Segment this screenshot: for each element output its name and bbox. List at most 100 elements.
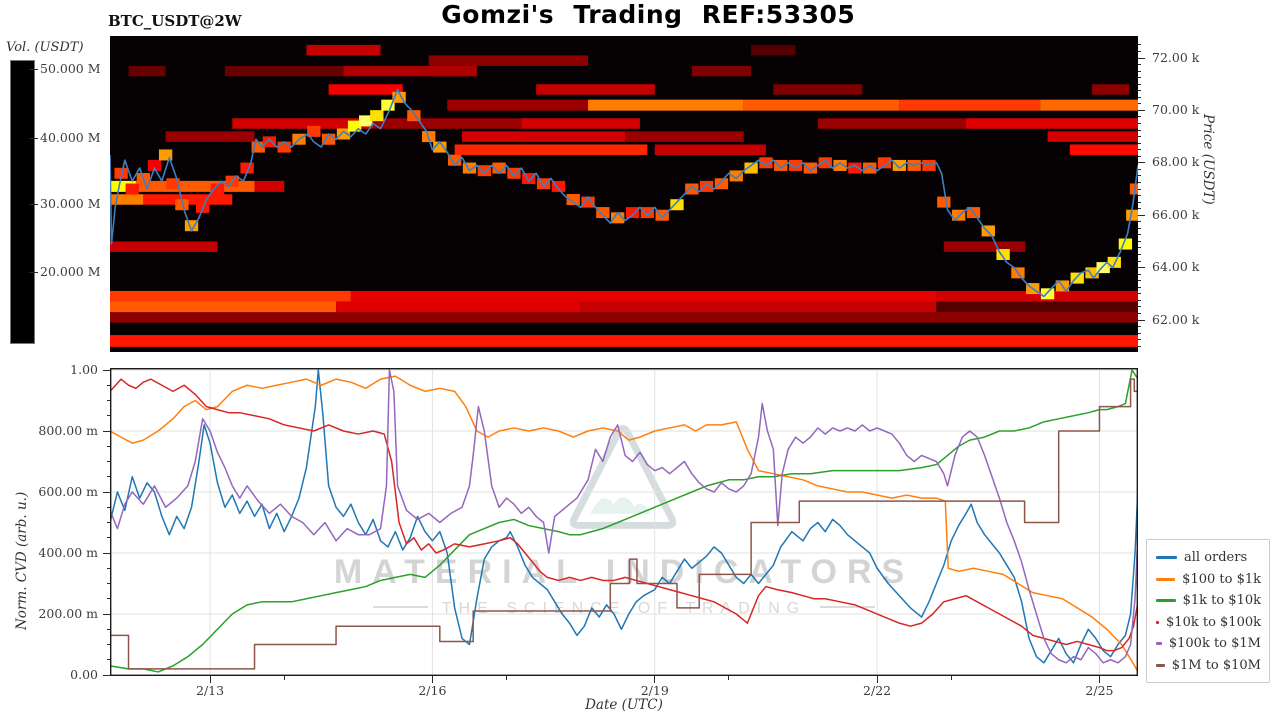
price-minor-tick bbox=[1138, 345, 1141, 347]
price-minor-tick bbox=[1138, 326, 1141, 328]
x-minor-tick bbox=[728, 676, 730, 680]
heat-band bbox=[817, 118, 967, 129]
heat-cell bbox=[125, 183, 139, 195]
legend-swatch bbox=[1156, 642, 1162, 646]
y-minor-tick bbox=[106, 506, 110, 508]
material-indicators-logo-icon bbox=[569, 425, 677, 529]
price-minor-tick bbox=[1138, 50, 1141, 52]
price-minor-tick bbox=[1138, 123, 1141, 124]
price-minor-tick bbox=[1138, 208, 1141, 210]
colorbar-tick bbox=[29, 272, 38, 274]
heat-band bbox=[128, 65, 166, 77]
price-minor-tick bbox=[1138, 181, 1141, 183]
heat-cell bbox=[566, 193, 580, 205]
legend-label: $100 to $1k bbox=[1182, 571, 1261, 587]
price-tick-label: 64.00 k bbox=[1152, 259, 1200, 275]
y-minor-tick bbox=[106, 659, 110, 661]
price-tick-label: 62.00 k bbox=[1152, 311, 1200, 327]
price-tick bbox=[1138, 214, 1145, 216]
heat-cell bbox=[1118, 238, 1133, 250]
y-minor-tick bbox=[106, 598, 110, 600]
price-minor-tick bbox=[1138, 201, 1141, 203]
heat-cell bbox=[996, 249, 1010, 261]
heat-band bbox=[110, 335, 1138, 347]
price-minor-tick bbox=[1138, 129, 1141, 131]
price-minor-tick bbox=[1138, 96, 1141, 98]
heatmap-cells bbox=[110, 44, 1138, 347]
heat-cell bbox=[251, 141, 265, 153]
legend-swatch bbox=[1156, 577, 1176, 581]
heat-cell bbox=[522, 173, 536, 185]
price-minor-tick bbox=[1138, 64, 1141, 66]
heat-cell bbox=[462, 162, 477, 174]
y-minor-tick bbox=[106, 384, 110, 386]
series-all-orders bbox=[110, 369, 1138, 664]
y-minor-tick bbox=[106, 461, 110, 462]
heat-cell bbox=[158, 149, 173, 161]
price-axis-label: Price (USDT) bbox=[1200, 114, 1216, 205]
price-minor-tick bbox=[1138, 227, 1141, 229]
heat-band bbox=[110, 180, 136, 192]
heat-cell bbox=[759, 157, 773, 169]
heat-cell bbox=[447, 154, 462, 166]
legend-item-5: $1M to $10M bbox=[1156, 655, 1261, 677]
heat-cell bbox=[551, 180, 566, 192]
heat-band bbox=[625, 131, 744, 142]
heat-band bbox=[254, 180, 285, 192]
price-minor-tick bbox=[1138, 44, 1141, 46]
price-minor-tick bbox=[1138, 155, 1141, 157]
series-1k-to-10k bbox=[110, 369, 1138, 673]
price-minor-tick bbox=[1138, 136, 1141, 138]
price-minor-tick bbox=[1138, 254, 1141, 255]
watermark: MATERIAL INDICATORS THE SCIENCE OF TRADI… bbox=[110, 368, 1138, 676]
heat-cell bbox=[1096, 262, 1110, 274]
heat-cell bbox=[596, 207, 610, 219]
colorbar-tick-label: 40.000 M bbox=[40, 129, 101, 145]
heat-band bbox=[1040, 99, 1138, 111]
colorbar-tick bbox=[29, 137, 38, 139]
heat-band bbox=[336, 301, 581, 313]
price-tick-label: 66.00 k bbox=[1152, 206, 1200, 222]
legend: all orders $100 to $1k $1k to $10k $10k to … bbox=[1146, 539, 1270, 683]
heat-band bbox=[110, 194, 144, 205]
x-minor-tick bbox=[506, 676, 508, 680]
price-tick bbox=[1138, 267, 1145, 269]
heat-band bbox=[521, 118, 640, 129]
price-tick bbox=[1138, 162, 1145, 164]
price-minor-tick bbox=[1138, 149, 1141, 151]
y-minor-tick bbox=[106, 583, 110, 584]
y-minor-tick bbox=[106, 628, 110, 630]
heat-band bbox=[110, 301, 337, 313]
page-title: Gomzi's Trading REF:53305 bbox=[441, 0, 856, 29]
price-minor-tick bbox=[1138, 70, 1141, 72]
heat-band bbox=[110, 241, 218, 252]
price-minor-tick bbox=[1138, 195, 1141, 197]
heat-cell bbox=[321, 133, 336, 145]
price-minor-tick bbox=[1138, 175, 1141, 177]
y-tick-label: 400.00 m bbox=[38, 544, 98, 560]
y-minor-tick bbox=[106, 567, 110, 569]
heat-band bbox=[350, 290, 937, 302]
y-tick bbox=[103, 613, 110, 615]
x-minor-tick bbox=[431, 676, 433, 680]
heat-cell bbox=[833, 159, 847, 171]
y-tick bbox=[103, 430, 110, 432]
heat-band bbox=[936, 290, 1138, 302]
heat-band bbox=[1092, 84, 1130, 95]
heat-cell bbox=[981, 225, 995, 237]
heat-band bbox=[135, 180, 255, 192]
price-minor-tick bbox=[1138, 299, 1141, 301]
watermark-subtitle: THE SCIENCE OF TRADING bbox=[110, 600, 1138, 618]
heat-cell bbox=[818, 157, 832, 169]
heat-band bbox=[773, 84, 863, 95]
heat-cell bbox=[359, 115, 373, 127]
heat-cell bbox=[670, 199, 684, 211]
watermark-dash-left bbox=[372, 605, 428, 608]
heat-band bbox=[328, 84, 403, 95]
y-minor-tick bbox=[106, 522, 110, 523]
y-tick-label: 0.00 bbox=[70, 666, 98, 682]
heat-band bbox=[936, 301, 1138, 313]
heat-cell bbox=[611, 212, 625, 224]
price-minor-tick bbox=[1138, 293, 1141, 295]
